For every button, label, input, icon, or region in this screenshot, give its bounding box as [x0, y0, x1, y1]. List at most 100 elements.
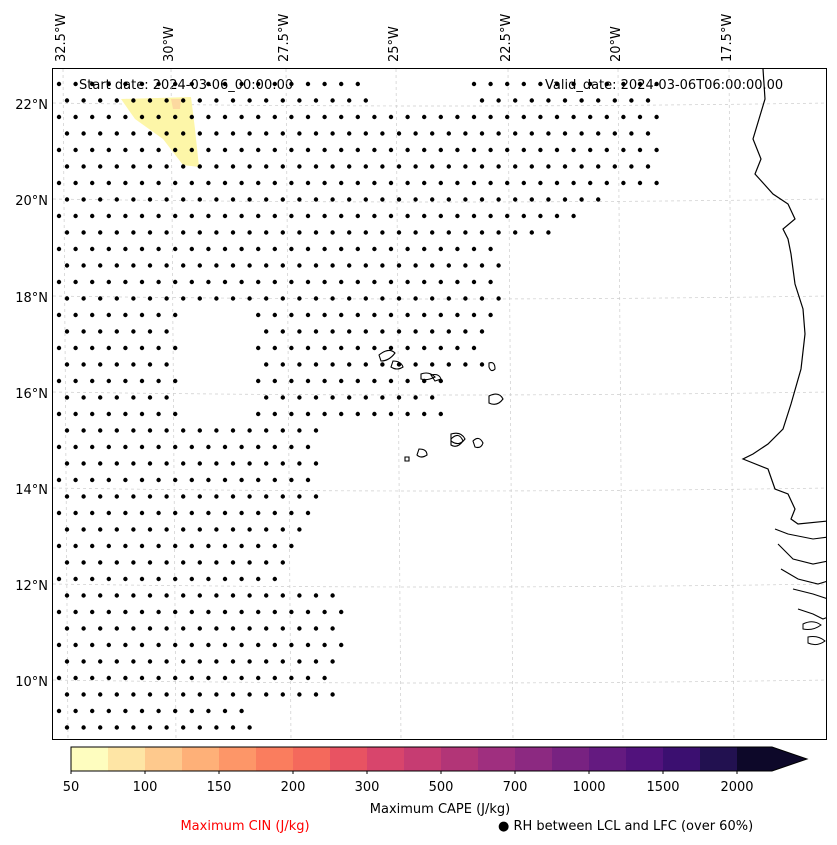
- rh-dot: [106, 411, 111, 417]
- rh-dot: [571, 114, 576, 120]
- rh-dot: [264, 626, 269, 631]
- rh-dot: [181, 428, 186, 433]
- rh-dot: [264, 593, 269, 598]
- rh-dot: [147, 527, 153, 532]
- colorbar-tick-label: 700: [502, 780, 528, 795]
- rh-dot: [123, 510, 128, 516]
- rh-dot: [305, 114, 311, 120]
- rh-dot: [139, 147, 145, 153]
- rh-dot: [206, 114, 211, 120]
- rh-dot: [256, 543, 261, 549]
- rh-dot: [73, 213, 78, 219]
- rh-dot: [181, 626, 186, 631]
- rh-dot: [247, 461, 252, 466]
- rh-dot: [413, 263, 418, 268]
- rh-dot: [81, 395, 86, 400]
- rh-dot: [222, 213, 228, 219]
- rh-dot: [446, 263, 451, 268]
- rh-dot: [629, 98, 634, 103]
- rh-dot: [197, 230, 202, 235]
- rh-dot: [280, 263, 285, 268]
- rh-dot: [347, 296, 352, 301]
- rh-dot: [73, 411, 78, 417]
- rh-dot: [81, 329, 86, 334]
- rh-dot: [197, 527, 202, 532]
- rh-dot: [330, 230, 335, 235]
- rh-dot: [313, 98, 319, 103]
- colorbar-segment: [552, 747, 589, 771]
- meridian-line: [285, 69, 292, 739]
- rh-dot: [139, 345, 145, 351]
- rh-dot: [313, 131, 319, 136]
- rh-dot: [297, 395, 302, 400]
- rh-dot: [446, 362, 451, 367]
- rh-dot: [230, 461, 236, 466]
- rh-dot: [123, 246, 128, 252]
- rh-dot: [430, 263, 435, 268]
- rh-dot: [123, 279, 128, 285]
- rh-dot: [114, 527, 119, 532]
- rh-dot: [181, 659, 186, 664]
- cabo-verde-island: [472, 437, 484, 449]
- meridian-line: [170, 69, 177, 739]
- rh-dot: [422, 345, 427, 351]
- cabo-verde-island: [488, 393, 504, 405]
- rh-dot: [90, 609, 95, 615]
- rh-dot: [322, 81, 327, 87]
- rh-dot: [538, 114, 543, 120]
- rh-dot: [123, 444, 128, 450]
- rh-dot: [90, 477, 95, 483]
- rh-dot: [181, 560, 186, 565]
- rh-dot: [164, 659, 169, 664]
- rh-dot: [206, 147, 211, 153]
- rh-dot: [173, 675, 178, 681]
- rh-dot: [479, 197, 485, 202]
- rh-dot: [546, 164, 551, 169]
- rh-dot: [106, 609, 111, 615]
- rh-dot: [164, 593, 169, 598]
- rh-dot: [114, 263, 119, 268]
- rh-dot: [264, 131, 269, 136]
- rh-dot: [173, 477, 178, 483]
- rh-dot: [388, 147, 394, 153]
- rh-dot: [256, 444, 261, 450]
- rh-dot: [164, 725, 169, 730]
- rh-dot: [513, 230, 518, 235]
- rh-dot: [579, 131, 584, 136]
- rh-dot: [313, 263, 319, 268]
- rh-dot: [380, 230, 385, 235]
- rh-dot: [106, 576, 111, 582]
- rh-dot: [247, 230, 252, 235]
- rh-dot: [239, 213, 244, 219]
- rh-dot: [164, 329, 169, 334]
- rh-dot: [64, 230, 70, 235]
- rh-dot: [297, 164, 302, 169]
- rh-dot: [289, 477, 294, 483]
- rh-dot: [189, 510, 194, 516]
- rh-dot: [330, 263, 335, 268]
- rh-dot: [313, 395, 319, 400]
- rh-dot: [197, 560, 202, 565]
- parallel-line: [53, 487, 826, 492]
- rh-dot: [289, 114, 294, 120]
- longitude-label: 27.5°W: [277, 13, 292, 62]
- rh-dot: [56, 213, 62, 219]
- rh-dot: [56, 510, 62, 516]
- latitude-label: 12°N: [15, 579, 48, 594]
- rh-dot: [272, 642, 277, 648]
- rh-dot: [56, 312, 62, 318]
- rh-dot: [222, 477, 228, 483]
- rh-dot: [123, 543, 128, 549]
- rh-dot: [496, 131, 501, 136]
- rh-dot: [471, 180, 477, 186]
- rh-dot: [372, 180, 377, 186]
- rh-dot: [363, 164, 368, 169]
- rh-dot: [64, 263, 70, 268]
- rh-dot: [372, 345, 377, 351]
- rh-dot: [256, 510, 261, 516]
- rh-dot: [189, 81, 194, 87]
- rh-dot: [156, 378, 161, 384]
- rh-dot: [396, 197, 402, 202]
- longitude-label: 22.5°W: [499, 13, 514, 62]
- rh-dot: [131, 494, 136, 499]
